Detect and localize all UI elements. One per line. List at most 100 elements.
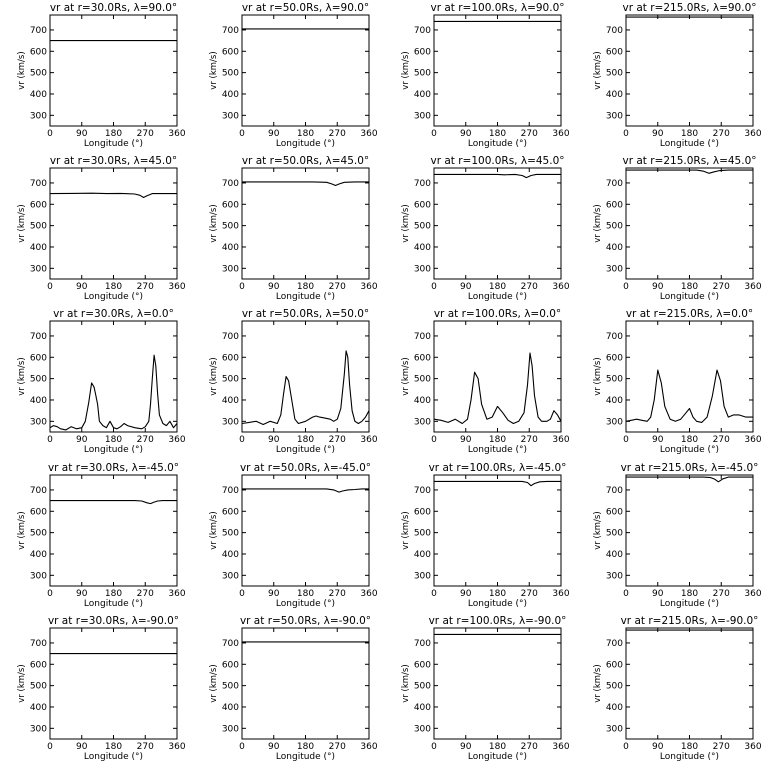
y-tick-label: 300 [30,724,47,734]
y-tick-label: 300 [606,264,623,274]
y-tick-label: 300 [606,111,623,121]
y-tick-label: 700 [222,179,239,189]
x-axis-label: Longitude (°) [276,445,335,455]
y-tick-label: 600 [30,660,47,670]
y-tick-label: 400 [414,396,431,406]
x-tick-label: 180 [489,129,506,139]
panel-title: vr at r=30.0Rs, λ=-90.0° [48,615,179,627]
panel-title: vr at r=100.0Rs, λ=90.0° [430,2,564,14]
plot-frame [49,167,178,280]
panel-18: vr at r=50.0Rs, λ=-90.0° 0 90 180 270 360 300 4… [209,615,378,762]
x-tick-label: 180 [297,435,314,445]
y-tick-label: 500 [414,529,431,539]
y-tick-label: 400 [30,703,47,713]
x-axis-label: Longitude (°) [84,599,143,609]
x-tick-label: 270 [713,742,730,752]
x-tick-label: 0 [239,282,245,292]
y-axis-label: vr (km/s) [17,664,27,702]
x-tick-label: 360 [744,129,761,139]
x-axis-label: Longitude (°) [276,139,335,149]
plot-frame [49,14,178,127]
x-tick-label: 90 [652,742,664,752]
y-tick-label: 300 [606,417,623,427]
x-tick-label: 0 [623,282,629,292]
x-tick-label: 0 [431,282,437,292]
x-axis-label: Longitude (°) [468,292,527,302]
y-tick-label: 500 [222,682,239,692]
x-axis-label: Longitude (°) [276,292,335,302]
x-tick-label: 180 [297,589,314,599]
plot-frame [433,320,562,433]
x-tick-label: 0 [431,742,437,752]
x-tick-label: 360 [360,435,377,445]
plot-frame [625,627,754,740]
y-tick-label: 400 [222,550,239,560]
y-tick-label: 700 [414,486,431,496]
y-tick-label: 600 [30,507,47,517]
panel-20: vr at r=215.0Rs, λ=-90.0° 0 90 180 270 360 300… [593,615,762,762]
series-line [626,476,753,483]
x-tick-label: 0 [47,435,53,445]
panel-title: vr at r=100.0Rs, λ=-90.0° [429,615,567,627]
y-tick-label: 500 [414,222,431,232]
y-tick-label: 400 [606,703,623,713]
y-tick-label: 400 [30,90,47,100]
y-tick-label: 600 [30,353,47,363]
y-tick-label: 600 [606,660,623,670]
y-axis-label: vr (km/s) [209,51,219,89]
x-axis-label: Longitude (°) [84,445,143,455]
x-tick-label: 90 [268,435,280,445]
x-tick-label: 270 [329,129,346,139]
y-tick-label: 600 [606,507,623,517]
y-tick-label: 400 [30,396,47,406]
y-tick-label: 400 [414,90,431,100]
x-tick-label: 0 [431,129,437,139]
y-tick-label: 300 [30,111,47,121]
y-tick-label: 700 [414,332,431,342]
y-tick-label: 400 [30,550,47,560]
x-tick-label: 270 [521,589,538,599]
y-tick-label: 700 [222,332,239,342]
y-tick-label: 300 [414,264,431,274]
series-line [434,173,561,179]
x-tick-label: 270 [137,282,154,292]
plot-frame [241,474,370,587]
plot-frame [625,14,754,127]
panel-19: vr at r=100.0Rs, λ=-90.0° 0 90 180 270 360 300… [401,615,570,762]
x-tick-label: 360 [168,589,185,599]
y-tick-label: 600 [222,47,239,57]
series-line [625,369,753,423]
y-axis-label: vr (km/s) [401,357,411,395]
panel-8: vr at r=215.0Rs, λ=45.0° 0 90 180 270 360 300 4… [593,155,762,302]
x-tick-label: 0 [431,589,437,599]
series-line [49,192,177,199]
x-tick-label: 270 [521,435,538,445]
y-tick-label: 700 [606,639,623,649]
panel-9: vr at r=30.0Rs, λ=0.0° 0 90 180 270 360 300 400… [17,308,186,455]
plot-frame [625,167,754,280]
y-tick-label: 600 [222,660,239,670]
panel-title: vr at r=215.0Rs, λ=-45.0° [621,462,759,474]
x-tick-label: 360 [744,435,761,445]
panel-16: vr at r=215.0Rs, λ=-45.0° 0 90 180 270 360 300… [593,462,762,609]
x-tick-label: 180 [681,742,698,752]
x-tick-label: 360 [168,282,185,292]
panel-title: vr at r=30.0Rs, λ=45.0° [50,155,177,167]
x-tick-label: 270 [137,435,154,445]
x-tick-label: 270 [713,129,730,139]
x-tick-label: 180 [105,435,122,445]
y-axis-label: vr (km/s) [17,357,27,395]
x-tick-label: 180 [489,435,506,445]
x-tick-label: 0 [239,589,245,599]
x-axis-label: Longitude (°) [468,139,527,149]
y-tick-label: 300 [30,571,47,581]
x-axis-label: Longitude (°) [468,599,527,609]
plot-frame [49,320,178,433]
x-axis-label: Longitude (°) [84,292,143,302]
panel-title: vr at r=50.0Rs, λ=90.0° [242,2,369,14]
panel-title: vr at r=100.0Rs, λ=-45.0° [429,462,567,474]
panel-title: vr at r=30.0Rs, λ=90.0° [50,2,177,14]
x-tick-label: 180 [297,742,314,752]
plot-frame [433,167,562,280]
